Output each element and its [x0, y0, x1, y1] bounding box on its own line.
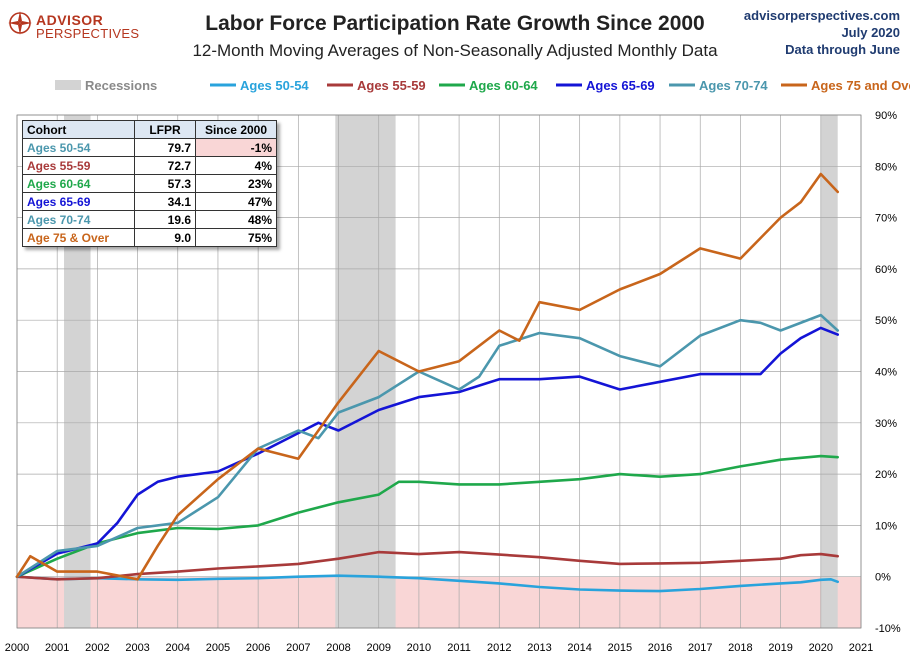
x-tick-label: 2013: [527, 642, 551, 654]
x-tick-label: 2010: [407, 642, 431, 654]
x-tick-label: 2001: [45, 642, 69, 654]
logo-line2: PERSPECTIVES: [36, 26, 140, 41]
x-tick-label: 2006: [246, 642, 270, 654]
x-tick-label: 2005: [206, 642, 230, 654]
table-cell-cohort: Ages 70-74: [22, 210, 135, 229]
table-cell-lfpr: 34.1: [134, 192, 196, 211]
x-tick-label: 2002: [85, 642, 109, 654]
y-tick-label: 70%: [875, 213, 897, 225]
table-row: Ages 55-59 72.7 4%: [22, 156, 277, 175]
table-row: Ages 50-54 79.7 -1%: [22, 138, 277, 157]
legend-entry: Ages 75 and Over: [811, 78, 910, 93]
x-tick-label: 2008: [326, 642, 350, 654]
table-cell-since-2000: 75%: [195, 228, 277, 247]
legend-entry: Ages 70-74: [699, 78, 768, 93]
chart-title: Labor Force Participation Rate Growth Si…: [205, 12, 705, 35]
x-tick-label: 2012: [487, 642, 511, 654]
x-tick-label: 2016: [648, 642, 672, 654]
x-tick-label: 2018: [728, 642, 752, 654]
table-header-cohort: Cohort: [22, 120, 135, 139]
table-cell-lfpr: 9.0: [134, 228, 196, 247]
table-cell-since-2000: 48%: [195, 210, 277, 229]
table-cell-cohort: Ages 55-59: [22, 156, 135, 175]
table-cell-since-2000: 23%: [195, 174, 277, 193]
series-line: [15, 454, 840, 579]
legend-entry: Ages 50-54: [240, 78, 309, 93]
y-tick-label: 50%: [875, 315, 897, 327]
series-line: [15, 172, 840, 581]
table-row: Age 75 & Over 9.0 75%: [22, 228, 277, 247]
x-tick-label: 2017: [688, 642, 712, 654]
x-tick-label: 2007: [286, 642, 310, 654]
x-tick-label: 2015: [608, 642, 632, 654]
y-tick-label: 30%: [875, 418, 897, 430]
y-tick-label: 60%: [875, 264, 897, 276]
table-cell-lfpr: 57.3: [134, 174, 196, 193]
logo-line1: ADVISOR: [36, 12, 104, 28]
legend-entry: Recessions: [85, 78, 157, 93]
source-note: Data through June: [785, 42, 900, 57]
summary-table: Cohort LFPR Since 2000 Ages 50-54 79.7 -1%…: [22, 120, 277, 247]
table-row: Ages 60-64 57.3 23%: [22, 174, 277, 193]
table-cell-lfpr: 79.7: [134, 138, 196, 157]
table-cell-since-2000: -1%: [195, 138, 277, 157]
x-tick-label: 2014: [567, 642, 591, 654]
table-cell-lfpr: 72.7: [134, 156, 196, 175]
y-tick-label: -10%: [875, 623, 901, 635]
legend-entry: Ages 55-59: [357, 78, 426, 93]
table-header-since-2000: Since 2000: [195, 120, 277, 139]
x-tick-label: 2000: [5, 642, 29, 654]
chart-subtitle: 12-Month Moving Averages of Non-Seasonal…: [192, 41, 718, 60]
table-cell-cohort: Ages 65-69: [22, 192, 135, 211]
table-row: Ages 65-69 34.1 47%: [22, 192, 277, 211]
source-info: advisorperspectives.com July 2020 Data t…: [744, 7, 900, 58]
y-tick-label: 10%: [875, 520, 897, 532]
y-tick-label: 80%: [875, 161, 897, 173]
table-header-lfpr: LFPR: [134, 120, 196, 139]
source-date: July 2020: [841, 25, 900, 40]
negative-zone-band: [17, 576, 861, 628]
advisor-perspectives-logo: ADVISOR PERSPECTIVES: [8, 6, 148, 41]
source-site-link[interactable]: advisorperspectives.com: [743, 8, 900, 23]
x-tick-label: 2004: [166, 642, 190, 654]
legend-entry: Ages 60-64: [469, 78, 538, 93]
series-line: [15, 550, 840, 581]
series-line: [15, 326, 840, 579]
summary-table-header-row: Cohort LFPR Since 2000: [22, 120, 277, 139]
x-tick-label: 2019: [768, 642, 792, 654]
x-tick-label: 2009: [366, 642, 390, 654]
y-tick-label: 20%: [875, 469, 897, 481]
table-cell-since-2000: 4%: [195, 156, 277, 175]
x-tick-label: 2020: [809, 642, 833, 654]
table-cell-lfpr: 19.6: [134, 210, 196, 229]
table-cell-cohort: Ages 60-64: [22, 174, 135, 193]
y-tick-label: 0%: [875, 572, 891, 584]
series-line: [15, 313, 840, 579]
table-cell-cohort: Ages 50-54: [22, 138, 135, 157]
x-tick-label: 2021: [849, 642, 873, 654]
y-tick-label: 90%: [875, 110, 897, 122]
table-row: Ages 70-74 19.6 48%: [22, 210, 277, 229]
plot-area-border: [16, 114, 862, 629]
table-cell-since-2000: 47%: [195, 192, 277, 211]
table-cell-cohort: Age 75 & Over: [22, 228, 135, 247]
legend-entry: Ages 65-69: [586, 78, 655, 93]
y-tick-label: 40%: [875, 367, 897, 379]
x-tick-label: 2003: [125, 642, 149, 654]
compass-logo-icon: [8, 11, 32, 35]
x-tick-label: 2011: [447, 642, 471, 654]
series-line: [15, 574, 840, 593]
